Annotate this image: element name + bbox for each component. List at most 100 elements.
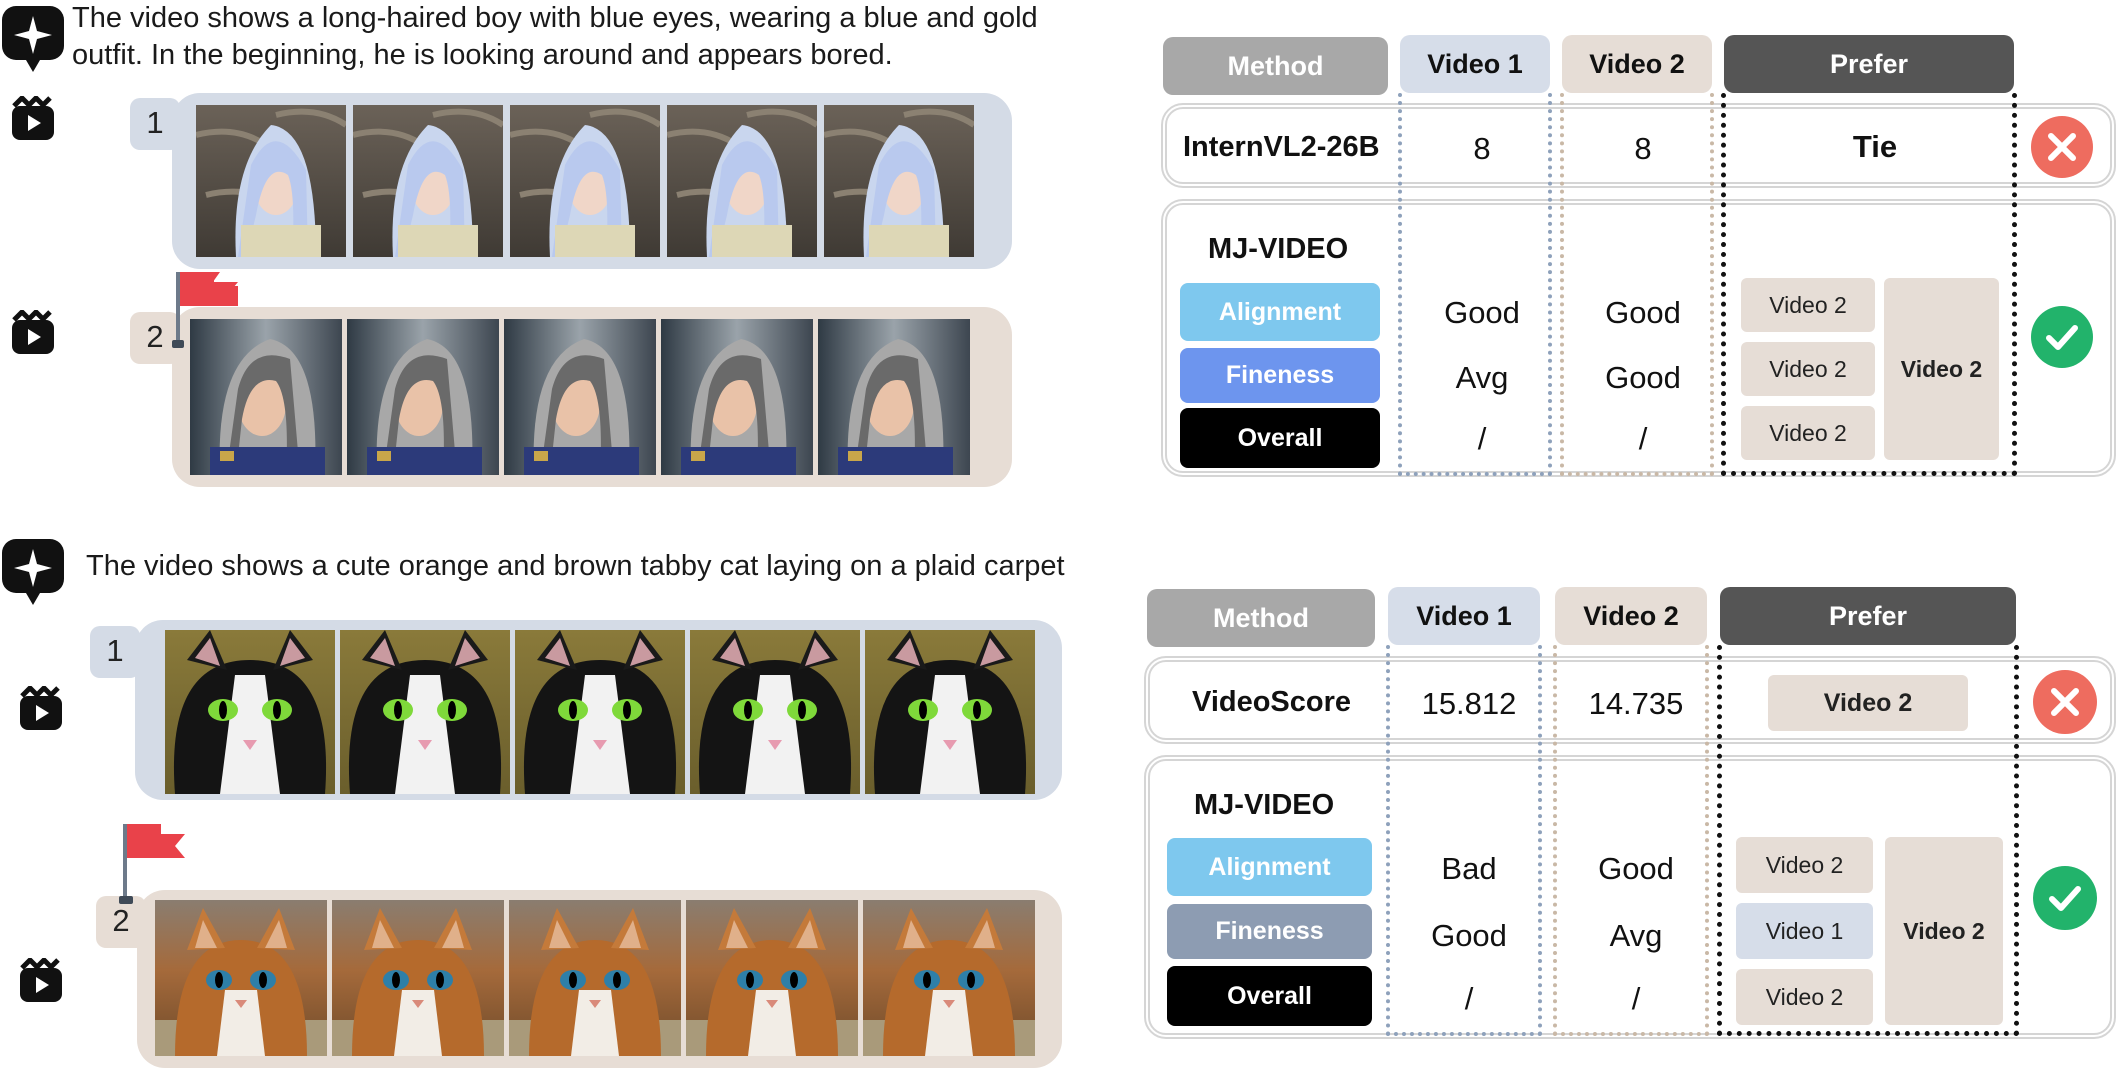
baseline-row: VideoScore 15.812 14.735 Video 2 (1144, 656, 2116, 744)
video-frame (818, 319, 970, 475)
video-frame (515, 630, 685, 794)
alignment-pill: Alignment (1180, 283, 1380, 341)
header-method: Method (1163, 37, 1388, 95)
mj-video-row: MJ-VIDEO Alignment Fineness Overall Bad … (1144, 755, 2116, 1039)
mj-video-row: MJ-VIDEO Alignment Fineness Overall Good… (1161, 199, 2116, 477)
fineness-pill: Fineness (1167, 904, 1372, 959)
prompt-line: The video shows a long-haired boy with b… (72, 2, 1038, 34)
video-frame (353, 105, 503, 257)
video-2-index: 2 (130, 312, 180, 364)
header-video-2: Video 2 (1562, 35, 1712, 93)
cross-circle-icon (2031, 116, 2093, 178)
video-2-alignment: Good (1605, 295, 1681, 330)
video-2-alignment: Good (1598, 851, 1674, 886)
video-frame (510, 105, 660, 257)
preferred-flag-icon (117, 820, 187, 906)
overall-pill: Overall (1180, 408, 1380, 468)
video-1-column-outline (1386, 645, 1542, 1036)
mj-video-name: MJ-VIDEO (1208, 233, 1349, 265)
video-1-strip[interactable] (135, 620, 1062, 800)
video-clapper-icon (10, 308, 56, 356)
prefer-final: Video 2 (1884, 278, 1999, 460)
prefer-alignment: Video 2 (1736, 837, 1873, 893)
header-video-2: Video 2 (1555, 587, 1707, 645)
video-clapper-icon (18, 956, 64, 1004)
prompt-line: The video shows a cute orange and brown … (86, 550, 1065, 582)
video-frame (332, 900, 504, 1056)
video-1-alignment: Good (1444, 295, 1520, 330)
prompt-text-1: The video shows a long-haired boy with b… (72, 0, 1152, 74)
video-2-column-outline (1560, 93, 1714, 476)
baseline-method-name: VideoScore (1192, 686, 1352, 718)
video-2-fineness: Good (1605, 360, 1681, 395)
mj-video-name: MJ-VIDEO (1194, 789, 1335, 821)
baseline-video-1-score: 8 (1473, 131, 1491, 166)
video-2-strip[interactable] (137, 890, 1062, 1068)
video-frame-strip (155, 900, 1045, 1056)
video-frame (690, 630, 860, 794)
header-video-1: Video 1 (1400, 35, 1550, 93)
video-1-strip[interactable] (172, 93, 1012, 269)
video-1-fineness: Good (1431, 918, 1507, 953)
video-frame (190, 319, 342, 475)
prefer-overall: Video 2 (1741, 406, 1875, 460)
prefer-fineness: Video 1 (1736, 903, 1873, 959)
video-1-overall: / (1464, 981, 1474, 1016)
fineness-pill: Fineness (1180, 348, 1380, 403)
video-2-column-outline (1553, 645, 1709, 1036)
check-circle-icon (2031, 306, 2093, 368)
video-1-fineness: Avg (1455, 360, 1509, 395)
header-prefer: Prefer (1724, 35, 2014, 93)
video-frame (347, 319, 499, 475)
video-2-strip[interactable] (172, 307, 1012, 487)
prompt-text-2: The video shows a cute orange and brown … (86, 548, 1166, 585)
header-method: Method (1147, 589, 1375, 647)
video-1-overall: / (1477, 421, 1487, 456)
video-1-index: 1 (90, 626, 140, 678)
baseline-video-2-score: 8 (1634, 131, 1652, 166)
video-frame (340, 630, 510, 794)
prefer-overall: Video 2 (1736, 969, 1873, 1025)
prefer-column-outline (1717, 645, 2019, 1036)
prompt-sparkle-icon (2, 539, 64, 605)
video-1-column-outline (1398, 93, 1552, 476)
prefer-fineness: Video 2 (1741, 342, 1875, 396)
overall-pill: Overall (1167, 966, 1372, 1026)
video-frame (661, 319, 813, 475)
baseline-method-name: InternVL2-26B (1183, 131, 1380, 163)
prefer-column-outline (1721, 93, 2017, 476)
video-2-overall: / (1631, 981, 1641, 1016)
prompt-sparkle-icon (2, 6, 64, 72)
video-clapper-icon (18, 684, 64, 732)
video-frame (865, 630, 1035, 794)
video-frame (196, 105, 346, 257)
baseline-video-2-score: 14.735 (1588, 686, 1684, 721)
video-frame (504, 319, 656, 475)
prompt-line: outfit. In the beginning, he is looking … (72, 39, 893, 71)
cross-circle-icon (2033, 670, 2097, 734)
video-clapper-icon (10, 94, 56, 142)
video-frame (509, 900, 681, 1056)
video-2-overall: / (1638, 421, 1648, 456)
video-1-index: 1 (130, 98, 180, 150)
baseline-prefer: Video 2 (1768, 675, 1968, 731)
alignment-pill: Alignment (1167, 838, 1372, 896)
video-frame-strip (165, 630, 1045, 794)
video-frame (863, 900, 1035, 1056)
header-prefer: Prefer (1720, 587, 2016, 645)
prefer-alignment: Video 2 (1741, 278, 1875, 332)
preferred-flag-icon (170, 268, 240, 350)
baseline-row: InternVL2-26B 8 8 Tie (1161, 103, 2116, 188)
video-frame (667, 105, 817, 257)
video-frame (686, 900, 858, 1056)
video-frame (155, 900, 327, 1056)
header-video-1: Video 1 (1388, 587, 1540, 645)
baseline-video-1-score: 15.812 (1421, 686, 1517, 721)
prefer-final: Video 2 (1885, 837, 2003, 1025)
baseline-prefer: Tie (1852, 129, 1898, 164)
video-2-fineness: Avg (1609, 918, 1663, 953)
video-frame (165, 630, 335, 794)
check-circle-icon (2033, 866, 2097, 930)
video-frame-strip (196, 105, 986, 257)
video-frame-strip (190, 319, 990, 475)
